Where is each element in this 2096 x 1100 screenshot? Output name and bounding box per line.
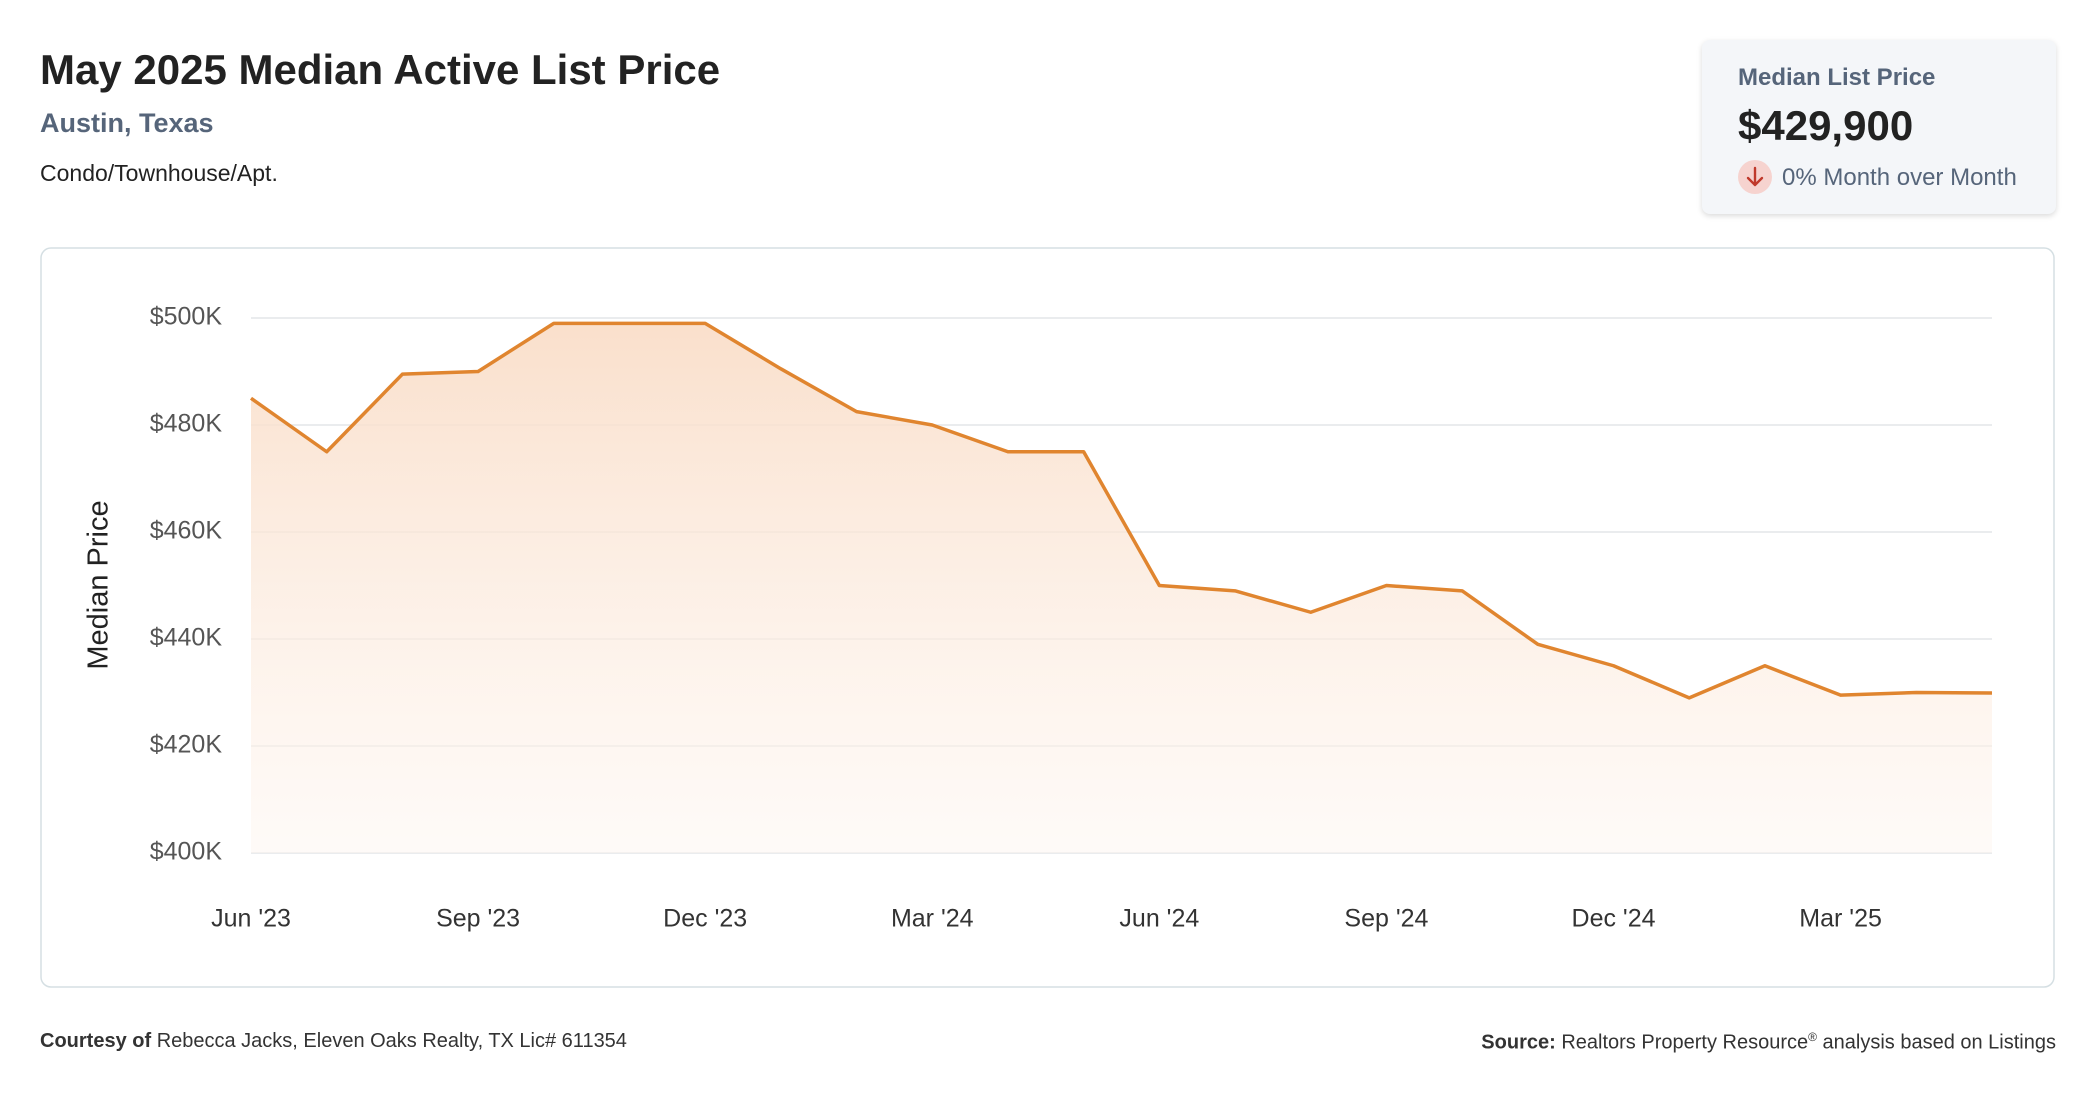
y-tick-label: $420K: [150, 731, 223, 759]
y-tick-label: $480K: [150, 410, 223, 438]
summary-card: Median List Price $429,900 0% Month over…: [1702, 40, 2056, 214]
subtitle: Austin, Texas: [40, 108, 214, 138]
down-icon: [1738, 160, 1772, 194]
source-text: Realtors Property Resource: [1561, 1031, 1809, 1054]
x-tick-label: Dec '24: [1572, 905, 1656, 933]
x-tick-label: Jun '23: [211, 905, 291, 933]
segment: Condo/Townhouse/Apt.: [40, 160, 278, 186]
source-label: Source:: [1481, 1031, 1556, 1054]
x-tick-label: Dec '23: [663, 905, 747, 933]
courtesy-label: Courtesy of: [40, 1030, 152, 1052]
y-tick-label: $440K: [150, 624, 223, 652]
x-tick-label: Mar '25: [1799, 905, 1882, 933]
card-label: Median List Price: [1738, 64, 1936, 91]
source-mark: ®: [1808, 1030, 1817, 1044]
y-tick-label: $460K: [150, 517, 223, 545]
y-tick-label: $500K: [150, 303, 223, 331]
title: May 2025 Median Active List Price: [40, 46, 721, 93]
source-rest: analysis based on Listings: [1816, 1031, 2057, 1054]
card-value: $429,900: [1738, 102, 1914, 149]
x-tick-label: Jun '24: [1119, 905, 1199, 933]
card-change: 0% Month over Month: [1782, 164, 2017, 191]
line: [249, 321, 1993, 700]
footer-source: Source: Realtors Property Resource® anal…: [1481, 1030, 2056, 1055]
footer-courtesy: Courtesy of Rebecca Jacks, Eleven Oaks R…: [40, 1030, 627, 1053]
x-tick-label: Sep '24: [1344, 905, 1428, 933]
area: [251, 323, 1992, 854]
x-tick-label: Mar '24: [891, 905, 974, 933]
courtesy-text: Rebecca Jacks, Eleven Oaks Realty, TX Li…: [156, 1030, 627, 1052]
y-axis-label: Median Price: [83, 500, 115, 669]
x-tick-label: Sep '23: [436, 905, 520, 933]
y-tick-label: $400K: [150, 838, 223, 866]
